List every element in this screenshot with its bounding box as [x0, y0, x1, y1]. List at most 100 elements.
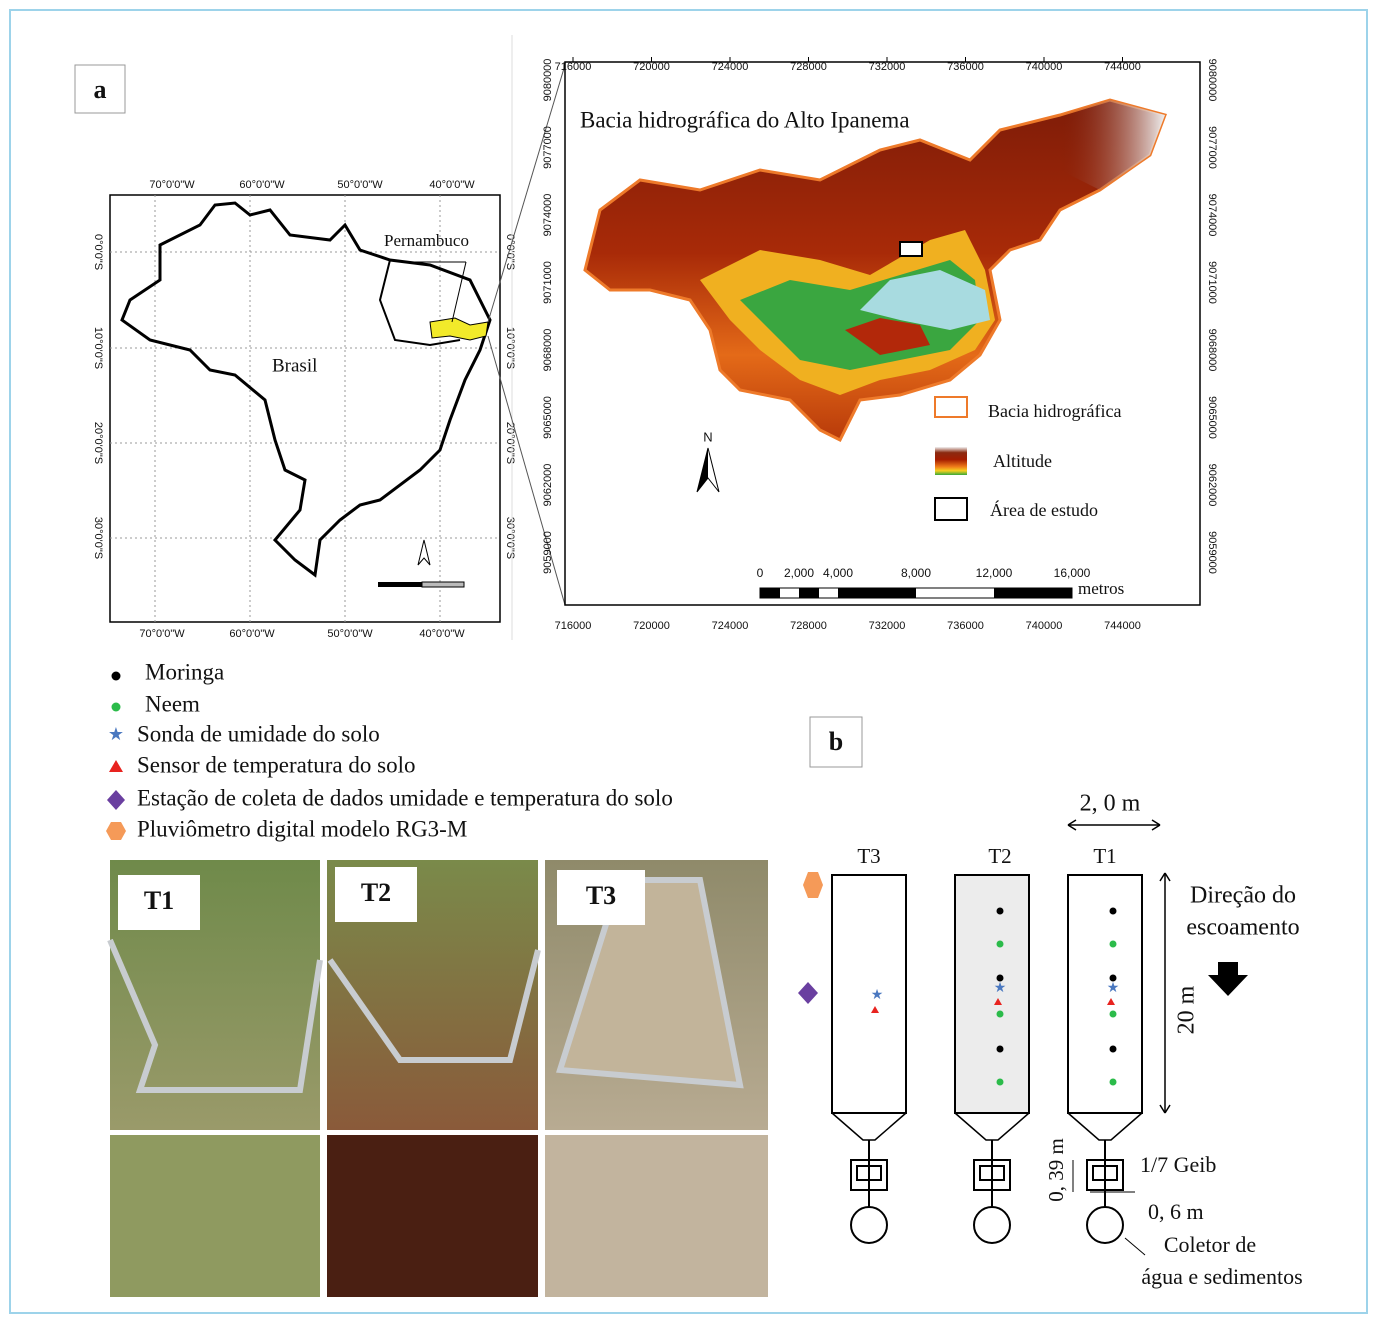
legend-symbol [109, 760, 123, 772]
scale-unit: metros [1078, 579, 1124, 598]
legend-swatch [935, 397, 967, 417]
x-label: 60°0'0"W [239, 179, 285, 191]
x-label: 40°0'0"W [419, 628, 465, 640]
x-label: 724000 [712, 620, 749, 632]
y-label: 0°0'0"S [504, 234, 516, 270]
y-label: 30°0'0"S [92, 517, 104, 559]
x-label: 740000 [1026, 620, 1063, 632]
x-label: 70°0'0"W [149, 179, 195, 191]
x-label: 736000 [947, 620, 984, 632]
x-label: 732000 [869, 61, 906, 73]
legend-label: Sonda de umidade do solo [137, 721, 380, 746]
photo-label: T3 [586, 881, 616, 910]
tree [997, 1011, 1004, 1018]
scale-label: 12,000 [976, 566, 1013, 580]
scale-seg [994, 588, 1072, 598]
y-label: 9074000 [1206, 194, 1218, 237]
probe: ★ [1107, 981, 1120, 996]
flume-label: 1/7 Geib [1140, 1152, 1216, 1177]
y-label: 20°0'0"S [92, 422, 104, 464]
y-label: 9077000 [1206, 126, 1218, 169]
scale-seg [760, 588, 780, 598]
collector-label: água e sedimentos [1141, 1264, 1302, 1289]
legend-swatch [935, 447, 967, 475]
y-label: 9065000 [1206, 396, 1218, 439]
basin-map: Bacia hidrográfica do Alto Ipanema Bacia… [565, 62, 1200, 605]
pointer [1125, 1238, 1145, 1255]
panel-label: b [829, 727, 843, 756]
map-title: Bacia hidrográfica do Alto Ipanema [580, 107, 910, 132]
y-label: 30°0'0"S [504, 517, 516, 559]
tree [1110, 1046, 1117, 1053]
tree [997, 1046, 1004, 1053]
map-frame [110, 195, 500, 622]
x-label: 744000 [1104, 61, 1141, 73]
y-label: 9065000 [542, 396, 554, 439]
legend-symbol [112, 672, 121, 681]
legend-label: Área de estudo [990, 499, 1098, 520]
funnel [1068, 1113, 1142, 1140]
photo [327, 1135, 538, 1297]
scale-label: 0 [757, 566, 764, 580]
tree [997, 975, 1004, 982]
legend-swatch [935, 498, 967, 520]
scale-label: 2,000 [784, 566, 814, 580]
legend-symbol [106, 822, 126, 840]
scale-bar [378, 582, 422, 587]
legend-symbol: ★ [108, 724, 124, 744]
collector [851, 1207, 887, 1243]
legend-symbol [112, 703, 121, 712]
tree [997, 941, 1004, 948]
photo [110, 1135, 320, 1297]
funnel [832, 1113, 906, 1140]
y-label: 10°0'0"S [92, 327, 104, 369]
flow-label: escoamento [1186, 915, 1299, 941]
photo-label: T2 [361, 878, 391, 907]
station [798, 982, 818, 1004]
plot-label: T3 [857, 844, 880, 868]
x-label: 50°0'0"W [337, 179, 383, 191]
funnel [955, 1113, 1029, 1140]
tree [1110, 1079, 1117, 1086]
collector-label: Coletor de [1164, 1232, 1256, 1257]
x-label: 724000 [712, 61, 749, 73]
y-label: 9059000 [542, 531, 554, 574]
scale-bar [422, 582, 464, 587]
y-label: 9080000 [542, 59, 554, 102]
photo [545, 1135, 768, 1297]
legend-symbol [107, 790, 125, 810]
panel-b: b ★★★ T3 T2 T1 2, 0 m 20 m Direção do es… [798, 717, 1303, 1289]
legend-label: Bacia hidrográfica [988, 401, 1121, 421]
flow-arrow [1208, 962, 1248, 996]
y-label: 9062000 [542, 464, 554, 507]
y-label: 9068000 [542, 329, 554, 372]
y-label: 9074000 [542, 194, 554, 237]
photos: T1 T2 T3 [110, 860, 768, 1297]
x-label: 70°0'0"W [139, 628, 185, 640]
flow-label: Direção do [1190, 883, 1296, 909]
y-label: 9062000 [1206, 464, 1218, 507]
figure: a Brasil Pernambuco 70°0'0"W 60°0'0"W 50… [0, 0, 1377, 1323]
collector [1087, 1207, 1123, 1243]
y-label: 9080000 [1206, 59, 1218, 102]
legend-label: Pluviômetro digital modelo RG3-M [137, 816, 467, 841]
probe: ★ [871, 988, 884, 1003]
x-label: 736000 [947, 61, 984, 73]
x-label: 740000 [1026, 61, 1063, 73]
tree [997, 1079, 1004, 1086]
y-label: 9071000 [542, 261, 554, 304]
y-label: 9068000 [1206, 329, 1218, 372]
north-label: N [703, 429, 712, 444]
x-label: 716000 [555, 61, 592, 73]
x-label: 40°0'0"W [429, 179, 475, 191]
scale-seg [838, 588, 916, 598]
y-label: 9077000 [542, 126, 554, 169]
x-label: 744000 [1104, 620, 1141, 632]
tree [997, 908, 1004, 915]
y-label: 0°0'0"S [92, 234, 104, 270]
legend-label: Moringa [145, 659, 224, 684]
panel-label: a [94, 75, 107, 104]
photo-label: T1 [144, 886, 174, 915]
x-label: 728000 [790, 61, 827, 73]
x-label: 716000 [555, 620, 592, 632]
